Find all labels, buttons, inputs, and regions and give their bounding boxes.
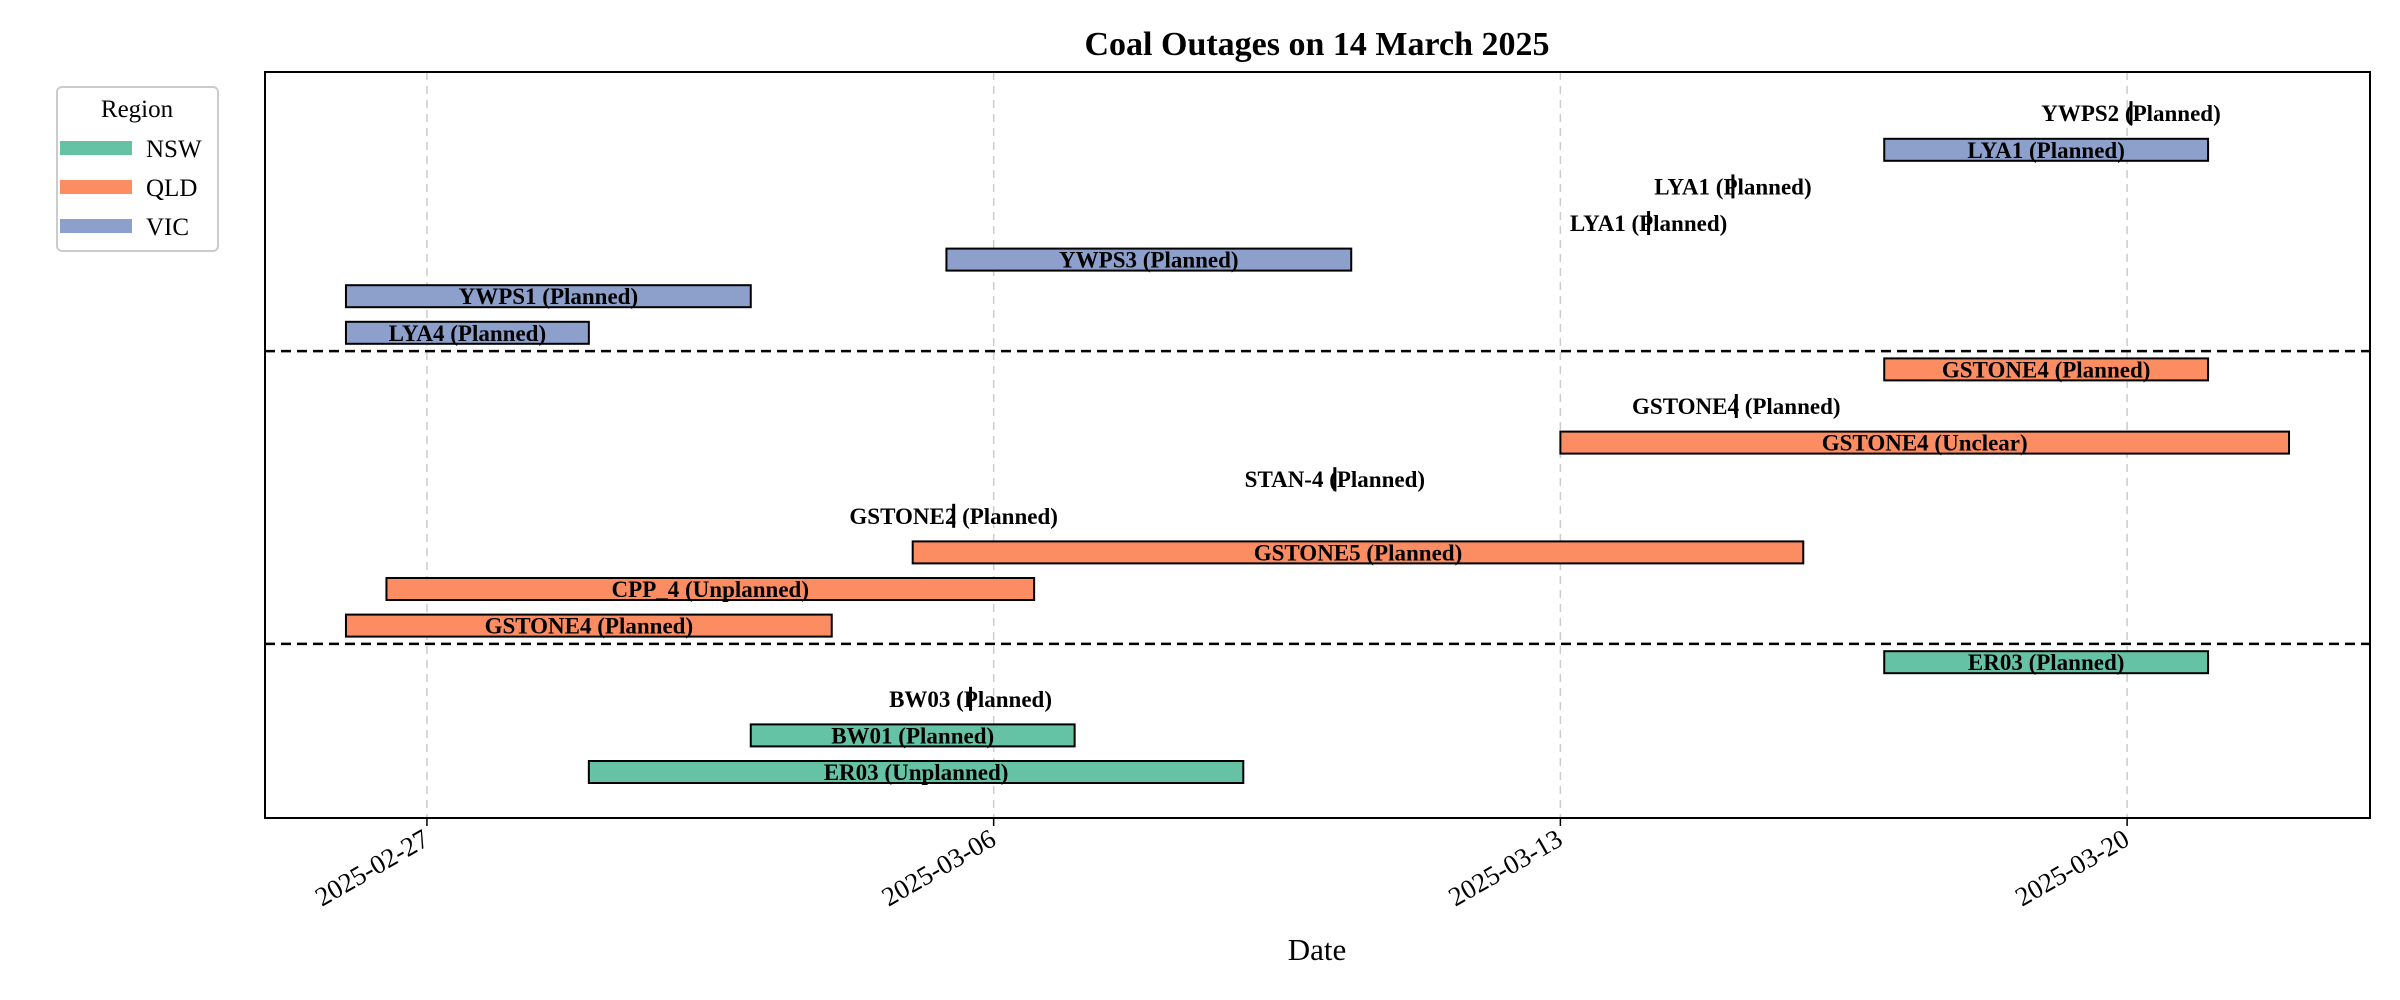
outage-bar xyxy=(1734,394,1738,418)
legend-swatch xyxy=(60,141,132,155)
legend-frame xyxy=(56,86,219,252)
x-axis-label: Date xyxy=(1288,932,1347,967)
legend: Region NSW QLD VIC xyxy=(56,86,219,252)
outage-bar xyxy=(1333,467,1337,492)
bar-label: YWPS1 (Planned) xyxy=(459,284,639,309)
legend-label: NSW xyxy=(146,136,202,163)
x-axis-ticks: 2025-02-27 2025-03-06 2025-03-13 2025-03-20 xyxy=(310,818,2134,912)
bar-label: LYA1 (Planned) xyxy=(1967,138,2124,163)
bars xyxy=(344,101,2291,784)
plot-frame xyxy=(264,71,2371,819)
legend-label: QLD xyxy=(146,175,197,202)
bar-labels: ER03 (Unplanned) BW01 (Planned) BW03 (Plan… xyxy=(389,101,2221,785)
outage-bar xyxy=(385,577,1036,601)
outage-bar xyxy=(1647,211,1651,235)
bar-label: GSTONE4 (Unclear) xyxy=(1822,431,2028,456)
outage-bar xyxy=(969,686,973,711)
bar-label: BW03 (Planned) xyxy=(889,687,1052,712)
bar-label: BW01 (Planned) xyxy=(831,723,994,748)
bar-label: ER03 (Planned) xyxy=(1968,650,2125,675)
outage-bar xyxy=(749,723,1076,748)
x-tick-label: 2025-03-20 xyxy=(2010,823,2134,912)
bar-label: LYA1 (Planned) xyxy=(1570,211,1727,236)
bar-label: LYA4 (Planned) xyxy=(389,321,546,346)
grid xyxy=(426,72,2128,818)
outage-bar xyxy=(587,760,1245,784)
bar-label: YWPS3 (Planned) xyxy=(1059,248,1239,273)
legend-swatch xyxy=(60,219,132,233)
outage-bar xyxy=(911,540,1805,565)
outage-bar xyxy=(1731,174,1735,199)
outage-bar xyxy=(945,247,1353,272)
outage-bar xyxy=(1559,430,2291,455)
outage-bar xyxy=(1883,357,2210,382)
bar-label: LYA1 (Planned) xyxy=(1654,174,1811,199)
bar-label: YWPS2 (Planned) xyxy=(2041,101,2221,126)
bar-label: GSTONE5 (Planned) xyxy=(1254,540,1463,565)
bar-label: STAN-4 (Planned) xyxy=(1245,467,1425,492)
outage-bar xyxy=(1883,650,2210,675)
x-tick-label: 2025-03-13 xyxy=(1443,823,1567,912)
x-tick-label: 2025-03-06 xyxy=(877,823,1001,912)
outage-bar xyxy=(952,503,956,528)
x-tick-label: 2025-02-27 xyxy=(310,823,434,912)
bar-label: CPP_4 (Unplanned) xyxy=(612,577,809,602)
bar-label: GSTONE2 (Planned) xyxy=(849,504,1058,529)
outage-bar xyxy=(1883,137,2210,162)
outage-bar xyxy=(344,320,590,345)
outage-bar xyxy=(2129,101,2133,126)
bar-label: ER03 (Unplanned) xyxy=(824,760,1009,785)
outage-bar xyxy=(344,613,833,638)
legend-title: Region xyxy=(101,96,174,123)
legend-label: VIC xyxy=(146,214,189,241)
bar-label: GSTONE4 (Planned) xyxy=(485,614,694,639)
bar-label: GSTONE4 (Planned) xyxy=(1942,357,2151,382)
outage-bar xyxy=(344,284,752,309)
legend-swatch xyxy=(60,180,132,194)
chart-title: Coal Outages on 14 March 2025 xyxy=(1085,26,1550,63)
bar-label: GSTONE4 (Planned) xyxy=(1632,394,1841,419)
